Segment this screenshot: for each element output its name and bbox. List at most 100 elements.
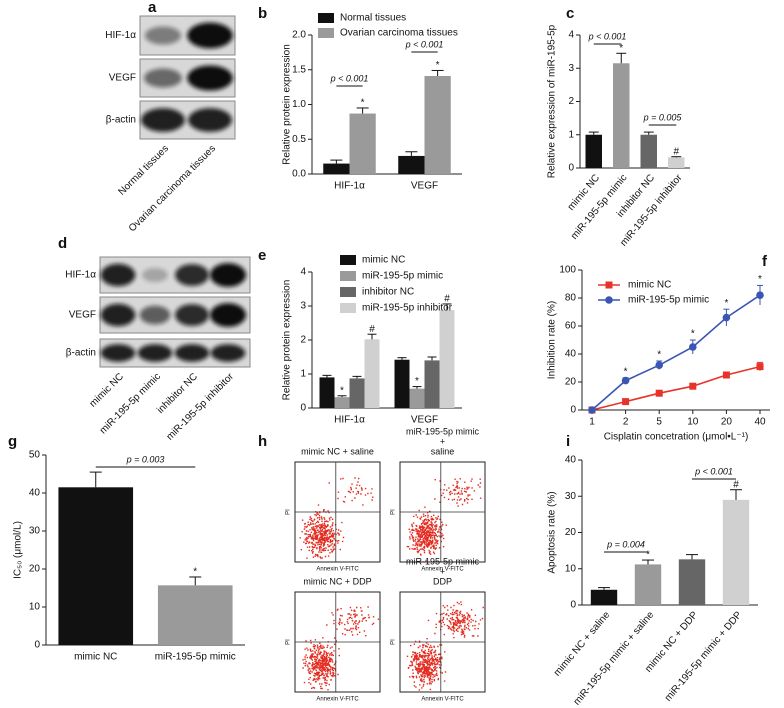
- x-tick-label: miR-195-5p mimic: [155, 652, 236, 663]
- bar: [349, 378, 365, 408]
- bar: [58, 487, 134, 645]
- y-tick-label: 60: [565, 321, 577, 332]
- blot-band: [187, 65, 233, 91]
- significance-mark: #: [733, 479, 739, 490]
- cell-dots: [302, 606, 380, 691]
- legend-label: miR-195-5p mimic: [628, 295, 709, 306]
- comparison-label: p = 0.003: [126, 454, 165, 464]
- x-tick-label: VEGF: [411, 181, 438, 192]
- point: [722, 313, 731, 322]
- blot-row-label: β-actin: [66, 348, 96, 359]
- blot-band: [175, 304, 209, 326]
- point: [621, 376, 630, 385]
- y-tick-label: 0: [300, 403, 306, 414]
- panel-letter: a: [148, 0, 157, 16]
- bar: [585, 134, 602, 168]
- significance-mark: *: [193, 567, 197, 578]
- y-tick-label: 3: [300, 301, 306, 312]
- plot-title: DDP: [433, 576, 452, 586]
- x-axis-label: Cisplatin concetration (μmol•L⁻¹): [604, 432, 749, 443]
- x-axis-label: Annexin V-FITC: [421, 567, 464, 573]
- significance-mark: *: [415, 376, 419, 387]
- bar: [439, 310, 455, 408]
- significance-mark: *: [340, 385, 344, 396]
- bar: [398, 155, 425, 174]
- y-tick-label: 1: [568, 129, 574, 140]
- point: [756, 363, 764, 371]
- y-tick-label: 30: [29, 526, 41, 537]
- x-tick-label: miR-195-5p mimic + saline: [572, 609, 657, 707]
- series-line: [591, 294, 761, 411]
- plot-title: mimic NC + DDP: [303, 576, 371, 586]
- comparison-label: p = 0.005: [643, 112, 683, 122]
- bar: [640, 134, 657, 168]
- y-axis-label: PI: [286, 509, 292, 515]
- blot-band: [144, 68, 182, 88]
- legend-label: Ovarian carcinoma tissues: [340, 28, 458, 39]
- blot-band: [100, 303, 136, 327]
- y-axis-label: Relative protein expression: [282, 280, 293, 401]
- y-tick-label: 0.0: [292, 169, 306, 180]
- y-tick-label: 50: [29, 450, 41, 461]
- x-tick-label: mimic NC: [74, 652, 117, 663]
- comparison-label: p < 0.001: [694, 466, 733, 476]
- x-tick-label: HIF-1α: [334, 181, 365, 192]
- lane-label: miR-195-5p inhibitor: [165, 371, 237, 443]
- y-tick-label: 1.5: [292, 64, 306, 75]
- significance-mark: *: [646, 550, 650, 561]
- panel-letter: g: [8, 433, 17, 450]
- x-axis-label: Annexin V-FITC: [316, 697, 359, 703]
- point: [655, 361, 663, 370]
- comparison-label: p < 0.001: [588, 31, 627, 41]
- bar: [424, 76, 451, 174]
- y-tick-label: 30: [565, 491, 577, 502]
- panel-letter: b: [258, 5, 267, 22]
- x-tick-label: 40: [754, 417, 766, 428]
- panel-letter: f: [762, 253, 768, 270]
- significance-mark: #: [444, 294, 450, 305]
- legend-label: miR-195-5p inhibitor: [362, 303, 453, 314]
- y-tick-label: 0: [568, 163, 574, 174]
- y-tick-label: 4: [300, 267, 306, 278]
- point: [689, 382, 697, 390]
- bar: [634, 564, 662, 605]
- y-tick-label: 0: [570, 405, 576, 416]
- y-tick-label: 20: [29, 564, 41, 575]
- y-tick-label: 80: [565, 293, 577, 304]
- blot-row-label: VEGF: [109, 73, 136, 84]
- blot-row-label: VEGF: [69, 310, 96, 321]
- x-tick-label: miR-195-5p mimic + DDP: [663, 609, 745, 703]
- bar: [678, 559, 706, 605]
- comparison-label: p = 0.004: [606, 539, 645, 549]
- plot-title: miR-195-5p mimic: [406, 426, 480, 436]
- series-line: [591, 365, 761, 411]
- blot-band: [210, 344, 246, 362]
- panel-letter: c: [566, 5, 574, 22]
- y-axis-label: Relative protein expression: [282, 44, 293, 165]
- legend-marker: [605, 296, 613, 304]
- bar: [722, 499, 750, 605]
- blot-band: [187, 22, 233, 49]
- comparison-label: p < 0.001: [330, 73, 369, 83]
- bar: [323, 163, 350, 174]
- bar: [394, 359, 410, 408]
- point: [622, 398, 630, 406]
- panel-letter: h: [258, 433, 267, 450]
- y-tick-label: 20: [565, 527, 577, 538]
- y-tick-label: 10: [565, 563, 577, 574]
- significance-mark: #: [673, 146, 679, 157]
- significance-mark: *: [758, 274, 762, 285]
- blot-band: [210, 303, 246, 327]
- legend-swatch: [340, 255, 356, 265]
- y-tick-label: 0: [34, 640, 40, 651]
- x-tick-label: HIF-1α: [334, 415, 365, 426]
- lane-label: Ovarian carcinoma tissues: [127, 143, 218, 234]
- legend-swatch: [340, 271, 356, 281]
- y-axis-label: Apoptosis rate (%): [547, 491, 558, 573]
- x-tick-label: 5: [656, 417, 662, 428]
- bar: [409, 388, 425, 408]
- legend-label: miR-195-5p mimic: [362, 271, 443, 282]
- blot-band: [137, 344, 173, 362]
- bar: [334, 397, 350, 408]
